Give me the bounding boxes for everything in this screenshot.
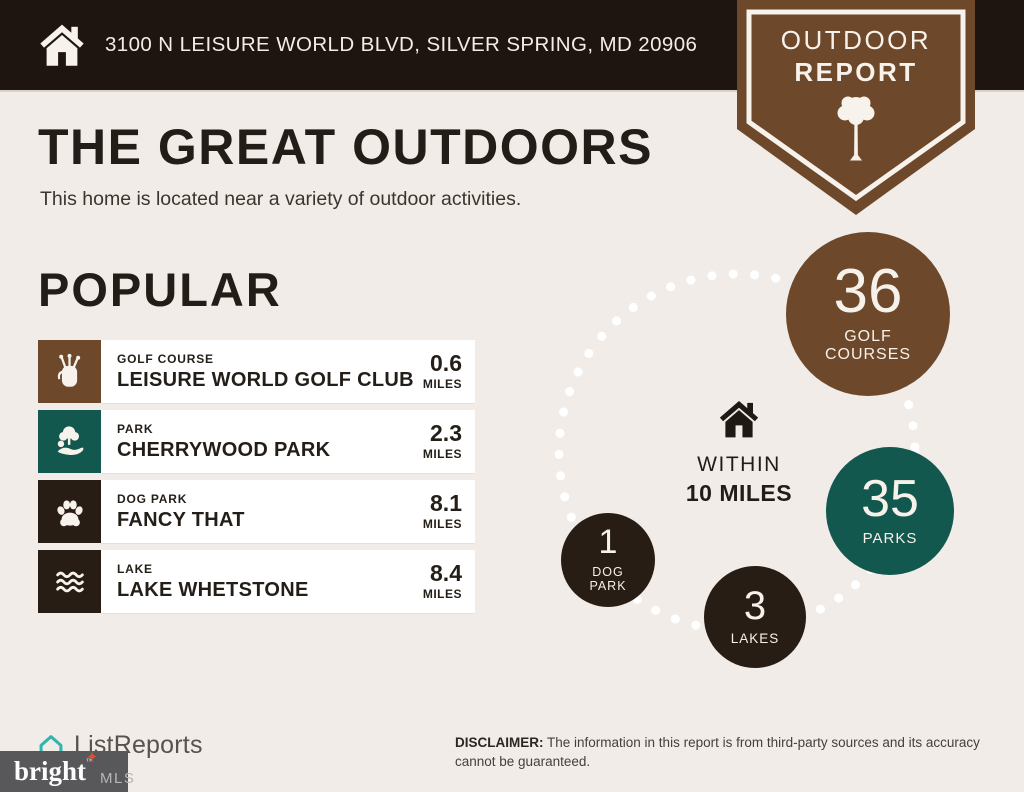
popular-list: GOLF COURSE LEISURE WORLD GOLF CLUB 0.6 … [38,340,475,613]
category-icon-tile [38,410,101,473]
page-title: THE GREAT OUTDOORS [38,119,653,175]
place-name: LAKE WHETSTONE [117,578,309,601]
outdoor-report-badge: OUTDOOR REPORT [737,0,975,216]
bright-text: bright [14,756,87,786]
list-item-lake: LAKE LAKE WHETSTONE 8.4 MILES [38,550,475,613]
badge-content: OUTDOOR REPORT [737,0,975,216]
house-center-icon [719,400,759,438]
property-address: 3100 N LEISURE WORLD BLVD, SILVER SPRING… [105,33,698,56]
bright-mls-logo: bright ✦ ™ MLS [0,751,134,792]
disclaimer-label: DISCLAIMER: [455,735,544,750]
stat-label: LAKES [730,631,780,647]
waves-icon [55,571,84,592]
distance-value: 8.4 [430,560,462,586]
stat-label: PARKS [862,530,918,548]
category-label: GOLF COURSE [117,351,214,366]
distance-value: 8.1 [430,490,462,516]
distance-value: 0.6 [430,350,462,376]
distance-unit: MILES [422,377,462,391]
tree-icon [837,96,875,161]
row-body: DOG PARK FANCY THAT 8.1 MILES [101,480,475,543]
category-icon-tile [38,480,101,543]
stat-label: GOLF COURSES [824,328,912,364]
paw-icon [56,499,83,526]
category-label: DOG PARK [117,491,188,506]
within-text: WITHIN [697,453,781,476]
radius-text: 10 MILES [685,480,793,506]
within-radius-label: WITHIN 10 MILES [664,396,814,507]
park-trees-icon [57,425,83,455]
category-label: PARK [117,421,154,436]
distance-unit: MILES [422,587,462,601]
badge-title-line1: OUTDOOR [780,25,932,55]
stat-value: 3 [743,584,767,629]
popular-heading: POPULAR [38,263,282,316]
trademark-symbol: ™ [86,757,94,765]
disclaimer: DISCLAIMER: The information in this repo… [455,734,988,771]
golf-bag-icon [57,353,80,387]
stat-label: DOG PARK [589,564,627,594]
mls-text: MLS [100,770,136,787]
place-name: LEISURE WORLD GOLF CLUB [117,368,414,391]
stat-circle-dog-park: 1 DOG PARK [561,513,655,607]
distance-unit: MILES [422,447,462,461]
place-name: FANCY THAT [117,508,245,531]
stat-value: 1 [598,523,618,562]
stat-value: 35 [861,469,919,528]
bright-wordmark: bright ✦ ™ [14,751,97,786]
stat-circle-lakes: 3 LAKES [704,566,806,668]
stat-circle-parks: 35 PARKS [826,447,954,575]
row-body: PARK CHERRYWOOD PARK 2.3 MILES [101,410,475,473]
list-item-dog-park: DOG PARK FANCY THAT 8.1 MILES [38,480,475,543]
stat-circle-golf-courses: 36 GOLF COURSES [786,232,950,396]
category-label: LAKE [117,561,153,576]
page-subtitle: This home is located near a variety of o… [40,188,522,210]
list-item-park: PARK CHERRYWOOD PARK 2.3 MILES [38,410,475,473]
stat-value: 36 [833,257,903,327]
category-icon-tile [38,340,101,403]
row-body: LAKE LAKE WHETSTONE 8.4 MILES [101,550,475,613]
disclaimer-text: The information in this report is from t… [455,735,980,769]
place-name: CHERRYWOOD PARK [117,438,331,461]
row-body: GOLF COURSE LEISURE WORLD GOLF CLUB 0.6 … [101,340,475,403]
home-icon [40,24,84,66]
star-icon: ✦ [86,750,98,764]
distance-unit: MILES [422,517,462,531]
list-item-golf-course: GOLF COURSE LEISURE WORLD GOLF CLUB 0.6 … [38,340,475,403]
badge-title-line2: REPORT [794,57,918,87]
category-icon-tile [38,550,101,613]
distance-value: 2.3 [430,420,462,446]
